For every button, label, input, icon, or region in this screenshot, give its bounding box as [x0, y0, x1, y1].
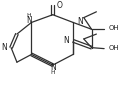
Text: H: H [51, 70, 55, 75]
Text: O: O [57, 2, 62, 11]
Text: N: N [64, 36, 69, 45]
Text: OH: OH [109, 45, 120, 51]
Text: H: H [26, 13, 31, 18]
Text: N: N [1, 43, 7, 52]
Text: N: N [77, 17, 83, 26]
Text: N: N [50, 63, 56, 72]
Text: OH: OH [109, 25, 120, 31]
Text: N: N [27, 16, 32, 25]
